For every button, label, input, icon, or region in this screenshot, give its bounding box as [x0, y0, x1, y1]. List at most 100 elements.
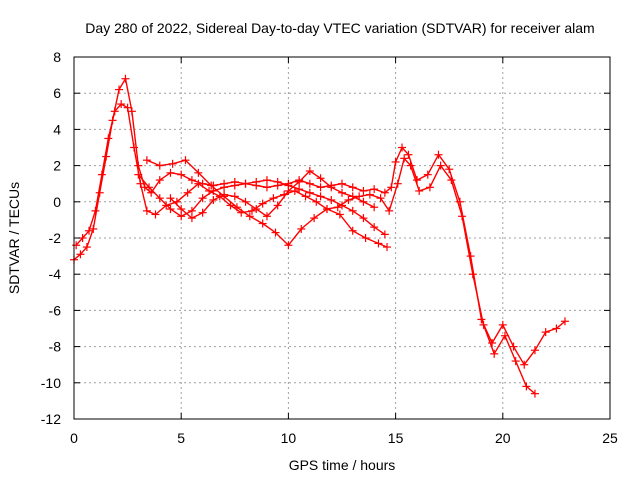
data-point	[273, 177, 282, 186]
data-point	[370, 223, 379, 232]
data-point	[284, 186, 293, 195]
data-point	[166, 205, 175, 214]
data-point	[187, 206, 196, 215]
data-point	[89, 224, 98, 233]
data-point	[142, 156, 151, 165]
data-point	[415, 186, 424, 195]
data-point	[91, 206, 100, 215]
data-point	[284, 241, 293, 250]
data-point	[145, 183, 154, 192]
data-point	[348, 206, 357, 215]
data-point	[177, 212, 186, 221]
data-point	[258, 199, 267, 208]
data-point	[168, 159, 177, 168]
data-point	[383, 243, 392, 252]
data-point	[380, 230, 389, 239]
data-point	[301, 192, 310, 201]
data-point	[404, 150, 413, 159]
data-point	[209, 195, 218, 204]
data-point	[297, 224, 306, 233]
y-tick-label: -10	[41, 375, 61, 391]
data-point	[194, 168, 203, 177]
data-point	[338, 179, 346, 188]
y-tick-label: 6	[53, 85, 61, 101]
y-tick-label: 0	[53, 194, 61, 210]
data-point	[387, 183, 396, 192]
data-point	[498, 320, 507, 329]
series-track-1	[70, 74, 569, 369]
data-point	[391, 157, 400, 166]
data-point	[198, 208, 207, 217]
data-point	[425, 183, 434, 192]
data-point	[393, 179, 402, 188]
data-point	[295, 177, 304, 186]
data-point	[220, 183, 229, 192]
data-point	[155, 194, 164, 203]
data-point	[155, 161, 164, 170]
x-tick-label: 20	[495, 430, 511, 446]
data-point	[269, 194, 278, 203]
y-tick-label: -2	[49, 230, 62, 246]
data-point	[258, 219, 267, 228]
data-point	[479, 320, 488, 329]
data-point	[247, 206, 256, 215]
y-tick-label: 2	[53, 158, 61, 174]
x-tick-label: 25	[602, 430, 618, 446]
data-point	[262, 212, 271, 221]
y-tick-label: -12	[41, 411, 61, 427]
data-point	[136, 179, 145, 188]
data-point	[117, 100, 126, 109]
data-point	[245, 212, 254, 221]
data-point	[85, 226, 94, 235]
data-point	[423, 170, 432, 179]
data-point	[530, 389, 539, 398]
data-point	[198, 194, 207, 203]
data-point	[262, 183, 271, 192]
data-point	[488, 338, 497, 347]
data-point	[134, 170, 143, 179]
data-point	[327, 183, 336, 192]
data-point	[327, 195, 336, 204]
data-point	[348, 183, 357, 192]
data-point	[305, 179, 314, 188]
data-point	[348, 226, 357, 235]
axis-ticks	[73, 56, 611, 420]
data-point	[316, 183, 325, 192]
data-point	[241, 179, 250, 188]
data-point	[348, 192, 357, 201]
x-axis-label: GPS time / hours	[289, 457, 396, 473]
data-point	[560, 317, 569, 326]
data-point	[130, 143, 139, 152]
data-point	[123, 103, 132, 112]
data-point	[76, 250, 85, 259]
data-point	[241, 197, 250, 206]
series-line	[73, 77, 566, 366]
data-point	[82, 243, 91, 252]
data-point	[445, 165, 454, 174]
data-point	[183, 188, 192, 197]
data-point	[509, 342, 518, 351]
data-point	[385, 206, 394, 215]
data-point	[406, 161, 415, 170]
data-point	[530, 346, 539, 355]
data-point	[97, 170, 106, 179]
data-point	[177, 205, 186, 214]
data-point	[273, 201, 282, 210]
data-point	[209, 186, 218, 195]
data-point	[541, 328, 550, 337]
data-point	[104, 134, 113, 143]
data-point	[398, 143, 407, 152]
series-layer	[70, 74, 569, 398]
data-point	[127, 107, 136, 116]
data-point	[344, 195, 353, 204]
data-point	[370, 203, 379, 212]
data-point	[359, 214, 368, 223]
series-line	[170, 170, 375, 219]
chart-title: Day 280 of 2022, Sidereal Day-to-day VTE…	[85, 20, 594, 36]
data-point	[230, 181, 239, 190]
data-point	[252, 205, 261, 214]
data-point	[194, 179, 203, 188]
data-point	[187, 176, 196, 185]
data-point	[333, 203, 342, 212]
